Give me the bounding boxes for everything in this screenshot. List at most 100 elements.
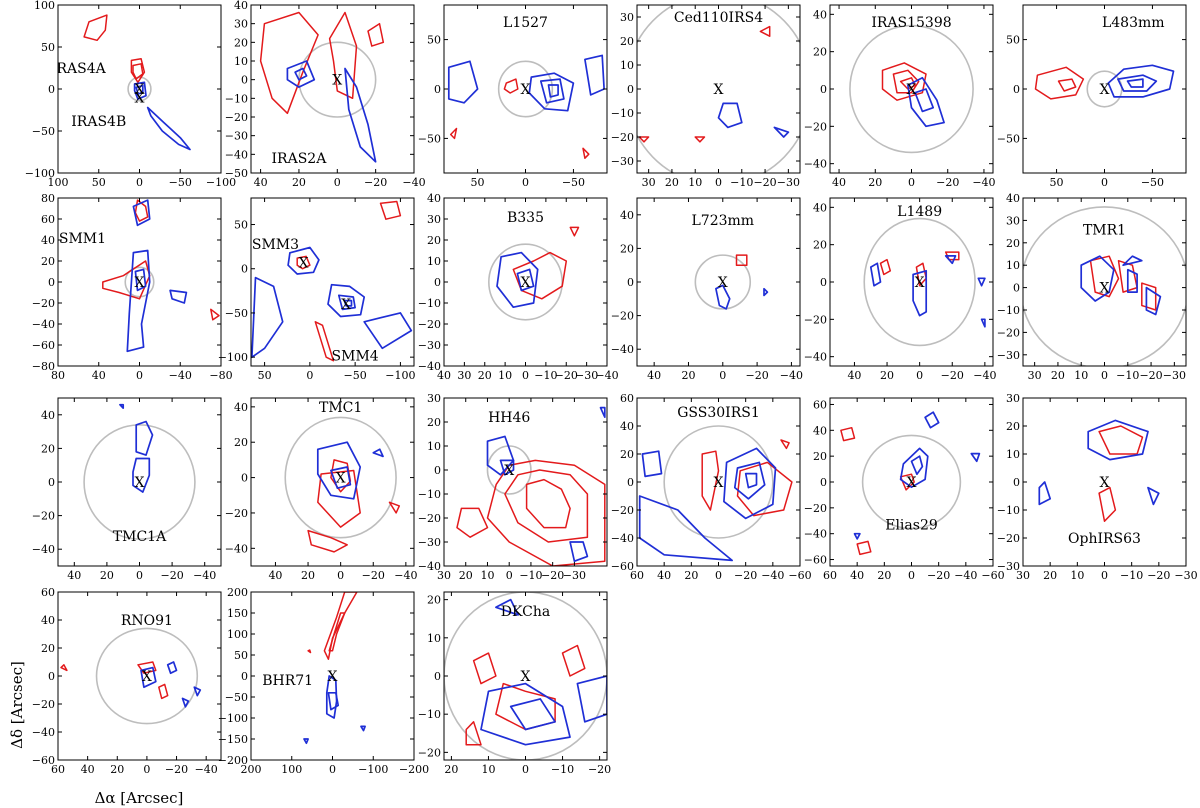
red-contour-3 [307, 529, 348, 553]
red-contour-3 [132, 63, 144, 80]
blue-contour-2 [135, 84, 144, 95]
y-tick-label: −40 [32, 726, 55, 739]
y-tick-label: −20 [611, 504, 634, 517]
x-tick-label: −40 [972, 176, 995, 189]
x-tick-label: −10 [1120, 569, 1143, 582]
blue-contour-1 [316, 441, 362, 500]
blue-contour-1 [1080, 255, 1115, 302]
x-tick-label: −40 [169, 369, 192, 382]
x-tick-label: −20 [927, 569, 950, 582]
source-marker: X [504, 463, 514, 479]
beam-circle [849, 24, 974, 154]
source-marker: X [1100, 281, 1110, 297]
y-tick-label: 0 [820, 83, 827, 96]
y-tick-label: 20 [427, 594, 441, 607]
panel-plot-area: X GSS30IRS1 [638, 405, 793, 562]
source-marker: X [718, 275, 728, 291]
panel-plot-area: XX IRAS4A IRAS4B [51, 14, 191, 151]
source-label-l483mm: L483mm [1102, 15, 1165, 31]
blue-contour-2 [773, 126, 790, 138]
x-tick-label: 0 [522, 176, 529, 189]
y-tick-label: 40 [813, 8, 827, 21]
y-tick-label: −150 [218, 733, 248, 746]
x-tick-label: 10 [1070, 569, 1084, 582]
x-tick-label: −50 [1141, 176, 1164, 189]
panel-14: X TMC1 40 20 0 −20 −40 −40 −20 0 20 40 [225, 397, 417, 582]
beam-circle [1086, 70, 1123, 108]
y-tick-label: 20 [813, 46, 827, 59]
blue-contour-6 [363, 312, 413, 350]
y-tick-label: 20 [427, 234, 441, 247]
source-label-iras4a: IRAS4A [51, 61, 107, 77]
x-tick-label: 100 [48, 176, 69, 189]
x-tick-label: 20 [110, 763, 124, 776]
panel-frame [250, 397, 415, 567]
blue-contour-3 [944, 255, 957, 265]
x-tick-label: 0 [506, 569, 513, 582]
panel-2: X IRAS2A 40 20 0 −20 −40 −50 −40 −30 −20 −10 0 10 20 30… [225, 0, 426, 189]
panel-18: X OphIRS63 30 20 10 0 −10 −20 −30 −30 −20 −10 0 10 20 3… [997, 392, 1198, 582]
y-tick-label: 20 [234, 436, 248, 449]
x-tick-label: 0 [715, 569, 722, 582]
blue-contour-2 [539, 78, 565, 104]
red-contour-3 [307, 649, 312, 654]
x-tick-label: −10 [519, 569, 542, 582]
blue-contour-1 [528, 72, 575, 112]
panel-17: X Elias29 60 40 20 0 −20 −40 −60 −60 −40 −20 0 20 40 60 [804, 397, 1005, 582]
panel-plot-area: X B335 [488, 210, 580, 321]
y-tick-label: 20 [1006, 420, 1020, 433]
y-tick-label: 20 [41, 642, 55, 655]
red-contour-1 [1089, 255, 1120, 298]
x-tick-label: 0 [715, 176, 722, 189]
x-tick-label: −20 [753, 176, 776, 189]
blue-contour-2 [914, 88, 935, 113]
source-marker: X [328, 669, 338, 685]
x-tick-label: −30 [575, 369, 598, 382]
y-tick-label: 10 [234, 55, 248, 68]
x-tick-label: 20 [444, 763, 458, 776]
x-tick-label: −20 [165, 763, 188, 776]
beam-circle [83, 424, 196, 540]
blue-contour-2 [166, 661, 178, 675]
red-contour-4 [465, 721, 482, 746]
red-contour-3 [210, 308, 220, 321]
red-contour-1 [1098, 425, 1144, 455]
x-tick-label: 40 [657, 569, 671, 582]
beam-circle [861, 434, 962, 530]
y-tick-label: −30 [418, 339, 441, 352]
x-tick-label: 100 [281, 763, 302, 776]
x-tick-label: 30 [1016, 569, 1030, 582]
y-tick-label: 40 [813, 201, 827, 214]
beam-circle [694, 254, 752, 310]
x-tick-label: 20 [459, 569, 473, 582]
x-tick-label: −40 [761, 569, 784, 582]
blue-contour-1 [899, 447, 929, 489]
x-tick-label: 80 [51, 369, 65, 382]
source-label-elias29: Elias29 [885, 518, 938, 534]
blue-contour-1 [135, 420, 154, 456]
red-contour-1 [735, 254, 748, 266]
x-tick-label: −30 [563, 569, 586, 582]
x-tick-label: −20 [1139, 369, 1162, 382]
source-label-ophirs63: OphIRS63 [1068, 531, 1141, 547]
red-contour-3 [60, 664, 68, 672]
source-label-l1489: L1489 [897, 204, 942, 220]
x-tick-label: 40 [268, 569, 282, 582]
source-marker: X [135, 82, 145, 98]
beam-circle [1023, 206, 1186, 366]
y-tick-label: 30 [620, 11, 634, 24]
panel-plot-area: X TMC1 [284, 400, 401, 553]
x-tick-label: 20 [292, 176, 306, 189]
x-tick-label: 60 [630, 569, 644, 582]
y-tick-label: −100 [218, 712, 248, 725]
y-tick-label: 20 [620, 448, 634, 461]
blue-contour-4 [970, 452, 981, 463]
blue-contour-3 [132, 199, 151, 227]
x-tick-label: 0 [522, 763, 529, 776]
blue-contour-1 [287, 246, 320, 275]
x-tick-label: 50 [92, 176, 106, 189]
y-tick-label: −10 [418, 488, 441, 501]
source-label-smm4: SMM4 [332, 348, 379, 364]
x-tick-label: 30 [437, 569, 451, 582]
